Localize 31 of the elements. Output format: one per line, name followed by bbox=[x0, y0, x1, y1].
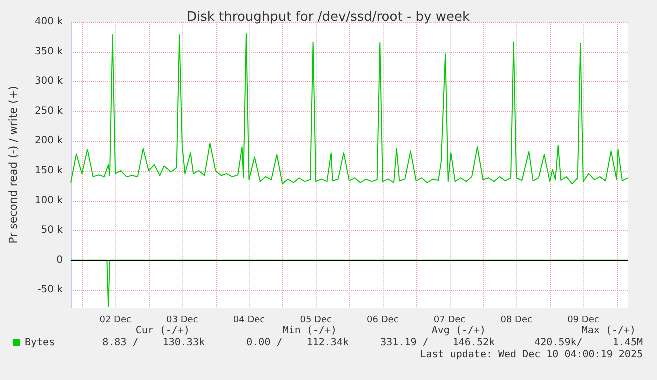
y-tick-label: 100 k bbox=[34, 195, 64, 206]
y-tick-label: 0 bbox=[56, 254, 63, 266]
text: Avg (-/+) bbox=[432, 326, 486, 336]
text: Cur (-/+) bbox=[136, 326, 190, 336]
chart-title: Disk throughput for /dev/ssd/root - by week bbox=[187, 10, 470, 25]
x-tick-label: 08 Dec bbox=[500, 316, 533, 326]
text: 331.19 / 146.52k bbox=[380, 338, 495, 348]
y-tick-label: 350 k bbox=[34, 46, 64, 58]
text: 0.00 / 112.34k bbox=[246, 338, 349, 348]
y-tick-label: -50 k bbox=[38, 284, 64, 296]
legend-label: Bytes bbox=[25, 338, 56, 348]
x-tick-label: 09 Dec bbox=[568, 316, 600, 326]
y-axis-title: Pr second read (-) / write (+) bbox=[7, 86, 20, 244]
x-tick-label: 05 Dec bbox=[300, 316, 332, 326]
text: Max (-/+) bbox=[582, 326, 636, 336]
text: 420.59k/ 1.45M bbox=[534, 338, 643, 348]
text: 8.83 / 130.33k bbox=[102, 338, 205, 348]
y-tick-label: 400 k bbox=[34, 16, 64, 28]
text: Last update: Wed Dec 10 04:00:19 2025 bbox=[420, 350, 643, 360]
x-tick-label: 03 Dec bbox=[166, 316, 198, 326]
text: Min (-/+) bbox=[282, 326, 337, 336]
line-series bbox=[70, 33, 628, 185]
x-tick-label: 07 Dec bbox=[434, 316, 466, 326]
x-tick-label: 04 Dec bbox=[233, 316, 266, 326]
y-tick-label: 250 k bbox=[34, 106, 64, 117]
x-tick-label: 02 Dec bbox=[100, 316, 132, 326]
x-tick-label: 06 Dec bbox=[367, 316, 399, 326]
y-tick-label: 200 k bbox=[34, 136, 64, 147]
y-tick-label: 150 k bbox=[34, 165, 64, 176]
y-tick-label: 300 k bbox=[34, 76, 64, 88]
y-tick-label: 50 k bbox=[41, 225, 64, 236]
